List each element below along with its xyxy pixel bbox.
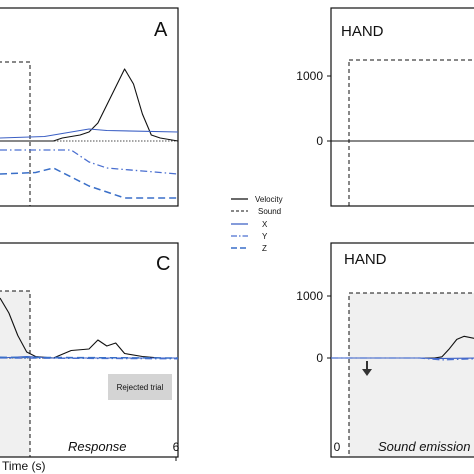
- panel-a-velocity-line: [0, 68, 179, 142]
- panel-d-y-line: [331, 357, 474, 361]
- panel-b: HAND 1000 0: [296, 7, 474, 207]
- panel-a-sound-box: [0, 61, 31, 207]
- panel-b-ytick-1000: 1000: [296, 69, 323, 83]
- legend: Velocity Sound X Y Z: [231, 195, 283, 253]
- panel-c-shade: [0, 291, 30, 457]
- panel-a: A: [0, 7, 179, 207]
- panel-c: C Rejected trial Response 6 Time (s): [0, 242, 180, 473]
- panel-d-title: HAND: [344, 251, 387, 268]
- panel-c-curves: [0, 297, 179, 360]
- legend-velocity-label: Velocity: [255, 195, 283, 204]
- legend-x-label: X: [262, 220, 268, 229]
- panel-c-xtick-6-label: 6: [173, 440, 180, 454]
- panel-c-letter: C: [156, 253, 170, 275]
- panel-c-velocity-line: [0, 297, 178, 359]
- panel-a-y-line: [0, 149, 179, 175]
- panel-d: HAND 1000 0 0 Sound emission: [296, 242, 474, 458]
- panel-d-ytick-0: 0: [316, 351, 323, 365]
- panel-b-ytick-0: 0: [316, 134, 323, 148]
- panel-c-frame: [0, 242, 179, 458]
- legend-z-label: Z: [262, 244, 267, 253]
- legend-y-label: Y: [262, 232, 268, 241]
- panel-d-shade: [349, 293, 474, 457]
- panel-c-z-line: [0, 356, 179, 359]
- panel-b-title: HAND: [341, 23, 384, 40]
- panel-a-letter: A: [154, 19, 168, 41]
- panel-b-sound-box: [348, 59, 474, 207]
- legend-sound-label: Sound: [258, 207, 281, 216]
- panel-d-sound-emission-label: Sound emission: [378, 439, 471, 454]
- panel-d-ytick-1000: 1000: [296, 289, 323, 303]
- panel-d-sound-box: [348, 292, 474, 458]
- panel-a-z-line: [0, 167, 178, 199]
- panel-d-curves: [331, 335, 474, 361]
- arrow-icon: [362, 361, 372, 376]
- panel-c-sound-box: [0, 290, 31, 458]
- panel-a-curves: [0, 68, 179, 199]
- panel-a-x-line: [0, 128, 179, 139]
- panel-c-response-label: Response: [68, 439, 127, 454]
- panel-c-rejected-label: Rejected trial: [117, 383, 164, 392]
- panel-c-rejected-badge: [108, 374, 172, 400]
- panel-c-xlabel: Time (s): [2, 459, 46, 473]
- panel-d-xtick-0-label: 0: [334, 440, 341, 454]
- panel-b-frame: [330, 7, 474, 207]
- panel-a-frame: [0, 7, 179, 207]
